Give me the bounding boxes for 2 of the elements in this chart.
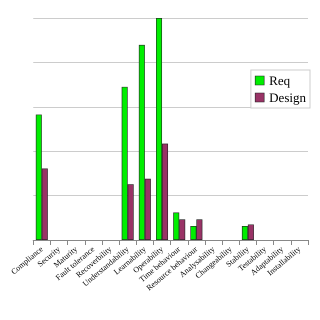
legend-label: Req [269,73,291,88]
legend-label: Design [269,90,306,105]
